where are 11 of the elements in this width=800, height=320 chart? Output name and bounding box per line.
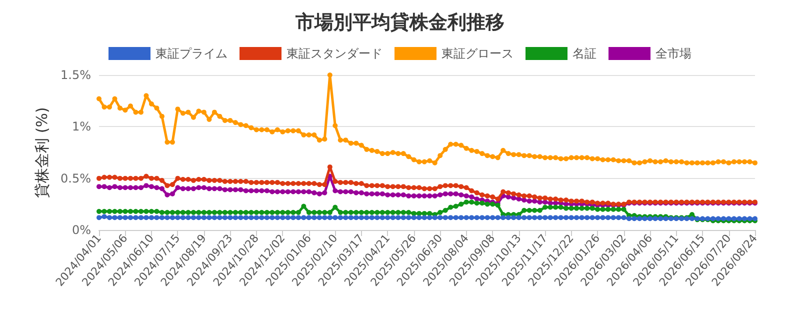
- y-axis-title: 貸株金利 (%): [33, 107, 52, 198]
- y-tick-label: 1%: [72, 120, 91, 134]
- legend-label: 全市場: [656, 46, 692, 60]
- y-tick-label: 1.5%: [60, 68, 91, 82]
- legend-label: 東証スタンダード: [286, 46, 382, 60]
- y-tick-label: 0%: [72, 223, 91, 237]
- chart-title: 市場別平均貸株金利推移: [294, 12, 504, 34]
- y-tick-label: 0.5%: [60, 171, 91, 186]
- legend-label: 東証プライム: [156, 46, 228, 60]
- legend-label: 東証グロース: [442, 46, 514, 60]
- legend-label: 名証: [572, 46, 596, 60]
